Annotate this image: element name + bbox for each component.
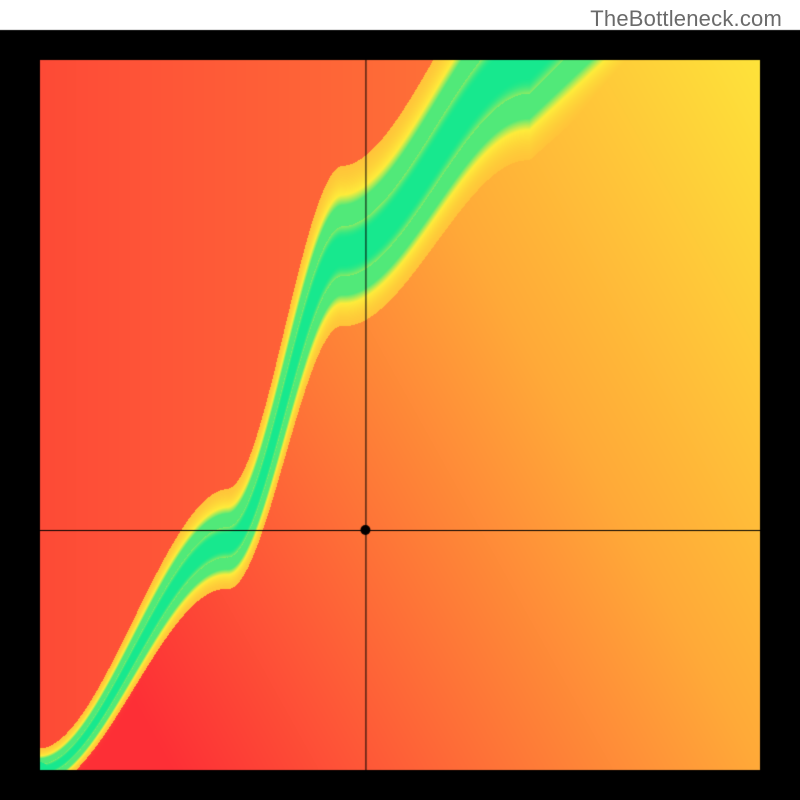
- heatmap-canvas: [0, 0, 800, 800]
- watermark: TheBottleneck.com: [590, 6, 782, 32]
